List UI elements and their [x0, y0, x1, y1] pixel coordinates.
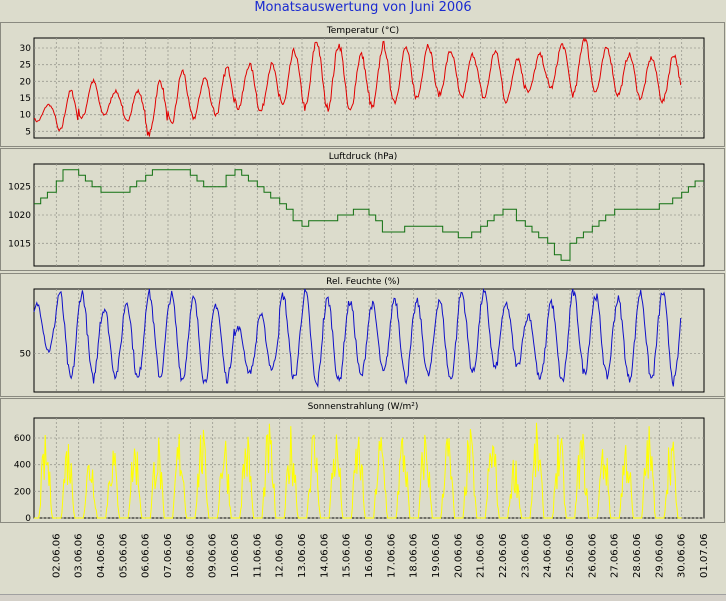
x-tick-label: 26.06.06 [587, 533, 598, 578]
radiation-day-trace [190, 429, 213, 519]
x-tick-label: 05.06.06 [118, 533, 129, 578]
radiation-day-trace [547, 434, 570, 519]
radiation-day-trace [212, 440, 235, 519]
plot-area [33, 288, 705, 393]
x-tick-label: 21.06.06 [476, 533, 487, 578]
x-tick-label: 17.06.06 [386, 533, 397, 578]
x-tick-label: 24.06.06 [543, 533, 554, 578]
x-tick-label: 18.06.06 [409, 533, 420, 578]
radiation-day-trace [78, 464, 101, 519]
x-tick-label: 03.06.06 [74, 533, 85, 578]
radiation-day-trace [592, 449, 615, 519]
panel-frame [0, 22, 725, 147]
panel-frame [0, 148, 725, 271]
x-tick-label: 19.06.06 [431, 533, 442, 578]
x-tick-label: 27.06.06 [610, 533, 621, 578]
radiation-day-trace [570, 433, 593, 519]
y-tick-label: 25 [20, 61, 31, 71]
radiation-day-trace [123, 448, 146, 519]
y-tick-label: 1025 [8, 183, 31, 193]
x-tick-label: 14.06.06 [319, 533, 330, 578]
radiation-day-trace [168, 433, 191, 519]
radiation-day-trace [436, 438, 459, 519]
radiation-day-trace [145, 437, 168, 519]
x-tick-label: 04.06.06 [96, 533, 107, 578]
radiation-day-trace [101, 450, 124, 519]
x-tick-label: 12.06.06 [275, 533, 286, 578]
panel-title: Luftdruck (hPa) [329, 152, 398, 162]
x-tick-label: 13.06.06 [297, 533, 308, 578]
x-tick-label: 23.06.06 [520, 533, 531, 578]
panel-title: Rel. Feuchte (%) [326, 277, 400, 287]
x-tick-label: 25.06.06 [565, 533, 576, 578]
x-tick-label: 29.06.06 [654, 533, 665, 578]
radiation-day-trace [279, 426, 302, 519]
x-tick-label: 09.06.06 [208, 533, 219, 578]
x-tick-label: 22.06.06 [498, 533, 509, 578]
x-tick-label: 30.06.06 [677, 533, 688, 578]
y-tick-label: 0 [25, 514, 31, 524]
radiation-day-trace [659, 441, 682, 519]
radiation-day-trace [369, 437, 392, 519]
radiation-day-trace [391, 437, 414, 519]
y-tick-label: 400 [14, 461, 31, 471]
radiation-day-trace [503, 459, 526, 519]
y-tick-label: 200 [14, 487, 31, 497]
y-tick-label: 600 [14, 434, 31, 444]
x-tick-label: 10.06.06 [230, 533, 241, 578]
y-tick-label: 1020 [8, 211, 31, 221]
pressure-line [34, 169, 704, 261]
x-tick-label: 01.07.06 [699, 533, 710, 578]
radiation-day-trace [413, 434, 436, 519]
radiation-day-trace [302, 434, 325, 519]
x-tick-label: 28.06.06 [632, 533, 643, 578]
radiation-day-trace [346, 436, 369, 519]
x-tick-label: 11.06.06 [252, 533, 263, 578]
y-tick-label: 1015 [8, 239, 31, 249]
radiation-day-trace [257, 423, 280, 519]
radiation-day-trace [34, 434, 57, 519]
radiation-day-trace [525, 422, 548, 519]
x-tick-label: 06.06.06 [141, 533, 152, 578]
x-tick-label: 20.06.06 [453, 533, 464, 578]
radiation-day-trace [235, 436, 258, 519]
status-strip [0, 594, 726, 601]
y-tick-label: 15 [20, 94, 31, 104]
y-tick-label: 50 [20, 349, 32, 359]
x-tick-label: 15.06.06 [342, 533, 353, 578]
panel-title: Sonnenstrahlung (W/m²) [308, 402, 419, 412]
page-title: Monatsauswertung von Juni 2006 [254, 0, 472, 15]
x-tick-label: 16.06.06 [364, 533, 375, 578]
radiation-day-trace [614, 445, 637, 519]
radiation-day-trace [637, 426, 660, 519]
x-tick-label: 02.06.06 [51, 533, 62, 578]
radiation-day-trace [56, 443, 79, 519]
temperature-line [33, 37, 682, 137]
radiation-day-trace [324, 434, 347, 519]
panel-frame [0, 398, 725, 523]
humidity-line [33, 287, 682, 388]
x-tick-label: 08.06.06 [185, 533, 196, 578]
y-tick-label: 20 [20, 77, 32, 87]
radiation-day-trace [480, 444, 503, 519]
y-tick-label: 5 [25, 127, 31, 137]
panel-title: Temperatur (°C) [326, 26, 399, 36]
radiation-day-trace [458, 428, 481, 519]
panel-frame [0, 273, 725, 397]
x-tick-label: 07.06.06 [163, 533, 174, 578]
y-tick-label: 30 [20, 44, 32, 54]
y-tick-label: 10 [20, 111, 32, 121]
